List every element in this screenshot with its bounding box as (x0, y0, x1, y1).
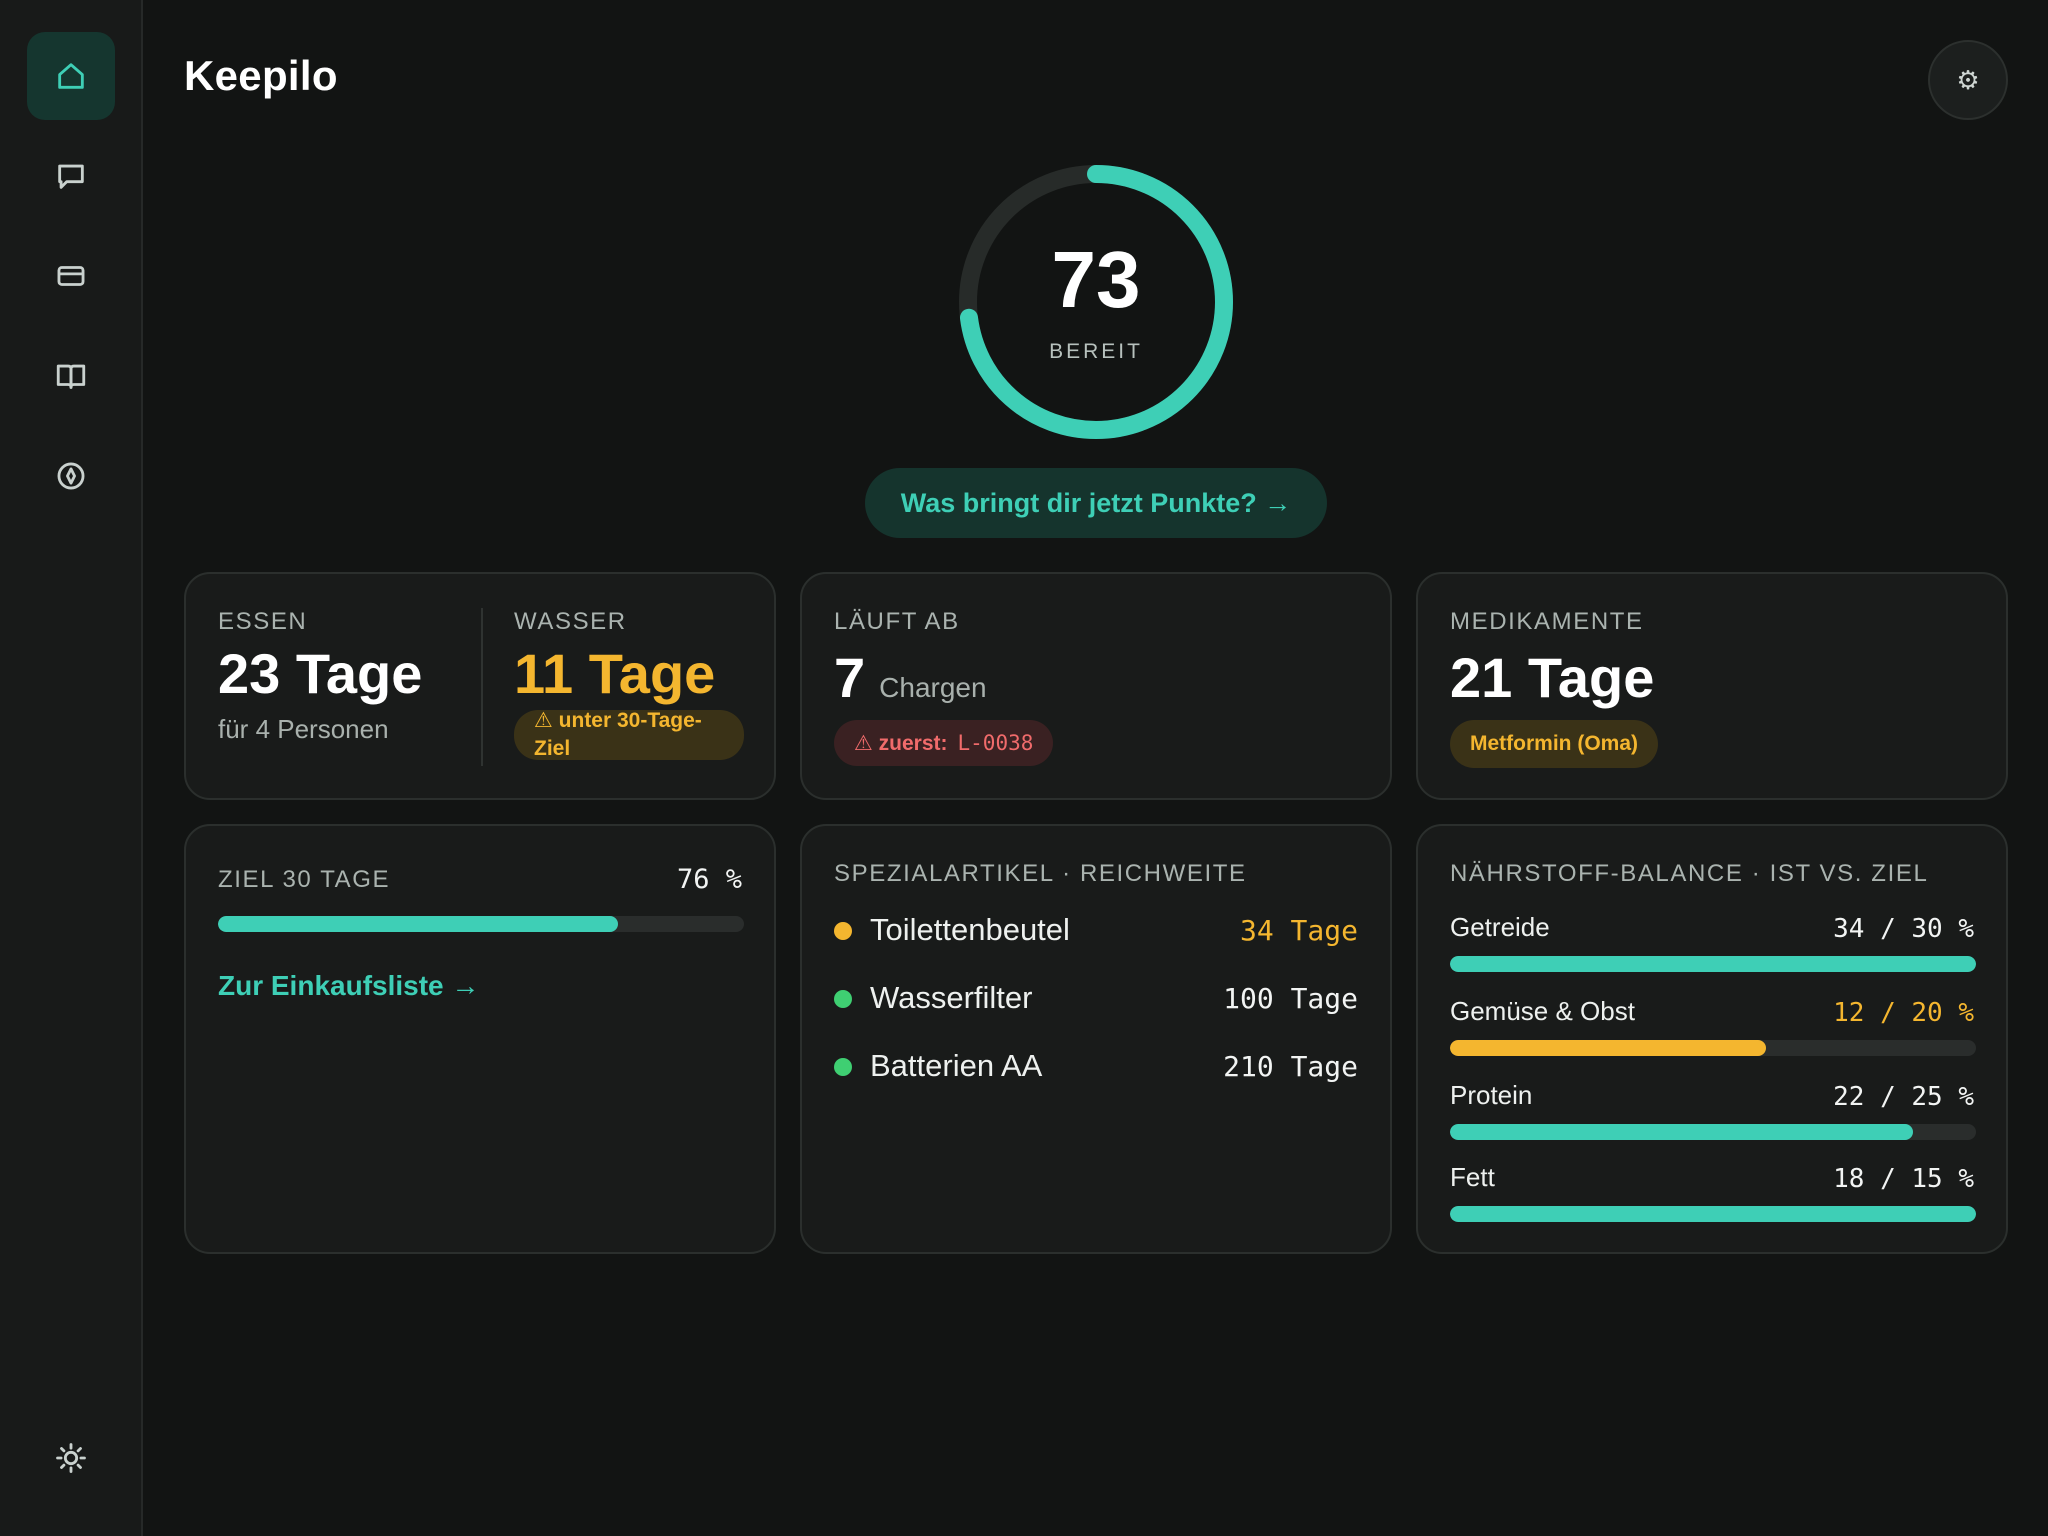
sidebar-item-home[interactable] (27, 32, 115, 120)
medication-label: MEDIKAMENTE (1450, 608, 1644, 635)
goal-card: ZIEL 30 TAGE 76 % Zur Einkaufsliste → (184, 824, 776, 1254)
water-label: WASSER (514, 608, 627, 635)
nutrient-name: Protein (1450, 1080, 1533, 1110)
expiry-label: LÄUFT AB (834, 608, 960, 635)
readiness-label: BEREIT (1049, 340, 1143, 363)
nutrient-bar (1450, 1206, 1976, 1222)
nutrient-balance-card: NÄHRSTOFF-BALANCE · IST VS. ZIEL Getreid… (1416, 824, 2008, 1254)
medication-card[interactable]: MEDIKAMENTE 21 Tage Metformin (Oma) (1416, 572, 2008, 800)
nutrient-value: 34 / 30 % (1833, 914, 1974, 944)
nutrient-name: Gemüse & Obst (1450, 996, 1635, 1026)
nutrient-bar-fill (1450, 1206, 1976, 1222)
status-dot (834, 922, 852, 940)
special-item-value: 34 Tage (1239, 914, 1358, 947)
sidebar-item-inventory[interactable] (27, 232, 115, 320)
goal-progress-bar (218, 916, 744, 932)
expiry-badge-prefix: ⚠ zuerst: (854, 731, 948, 755)
goal-progress-fill (218, 916, 618, 932)
status-dot (834, 990, 852, 1008)
book-icon (56, 364, 86, 389)
medication-days: 21 Tage (1450, 646, 1655, 709)
expiry-count: 7 (834, 646, 866, 709)
nutrient-bar-fill (1450, 956, 1976, 972)
readiness-gauge: 73 BEREIT (954, 160, 1238, 444)
points-cta-button[interactable]: Was bringt dir jetzt Punkte? → (865, 468, 1327, 538)
nutrient-name: Getreide (1450, 912, 1550, 942)
nutrient-value: 18 / 15 % (1833, 1164, 1974, 1194)
special-item-name: Batterien AA (870, 1048, 1043, 1083)
nutrient-bar (1450, 1040, 1976, 1056)
special-item-name: Wasserfilter (870, 980, 1033, 1015)
expiry-card[interactable]: LÄUFT AB 7 Chargen ⚠ zuerst: L-0038 (800, 572, 1392, 800)
app-title: Keepilo (184, 52, 338, 99)
nutrient-value: 12 / 20 % (1833, 998, 1974, 1028)
nutrient-name: Fett (1450, 1162, 1495, 1192)
nutrient-bar-fill (1450, 1040, 1766, 1056)
sidebar (0, 0, 143, 1536)
sidebar-item-explore[interactable] (27, 432, 115, 520)
special-item-value: 210 Tage (1223, 1050, 1358, 1083)
goal-percent: 76 % (676, 864, 742, 895)
expiry-first-badge[interactable]: ⚠ zuerst: L-0038 (834, 720, 1054, 766)
nutrient-value: 22 / 25 % (1833, 1082, 1974, 1112)
food-label: ESSEN (218, 608, 308, 635)
sun-icon (56, 1443, 86, 1473)
compass-icon (57, 462, 85, 490)
special-items-label: SPEZIALARTIKEL · REICHWEITE (834, 860, 1247, 887)
sidebar-item-chat[interactable] (27, 132, 115, 220)
nutrient-bar (1450, 956, 1976, 972)
gear-icon: ⚙ (1956, 64, 1980, 95)
water-days: 11 Tage (514, 642, 716, 705)
water-warning-badge: ⚠ unter 30-Tage-Ziel (514, 709, 744, 760)
expiry-batch-code: L-0038 (957, 731, 1034, 755)
nutrient-bar (1450, 1124, 1976, 1140)
medication-badge: Metformin (Oma) (1450, 720, 1658, 768)
chat-icon (58, 164, 84, 189)
nutrient-balance-label: NÄHRSTOFF-BALANCE · IST VS. ZIEL (1450, 860, 1929, 887)
expiry-unit: Chargen (879, 672, 987, 703)
card-divider (481, 608, 483, 766)
home-icon (58, 63, 84, 89)
food-water-card[interactable]: ESSEN 23 Tage für 4 Personen WASSER 11 T… (184, 572, 776, 800)
food-days: 23 Tage (218, 642, 423, 705)
gauge-progress-arc (959, 165, 1233, 439)
card-icon (57, 266, 85, 286)
settings-button[interactable]: ⚙ (1928, 40, 2008, 120)
food-persons: für 4 Personen (218, 714, 389, 744)
special-item-name: Toilettenbeutel (870, 912, 1070, 947)
status-dot (834, 1058, 852, 1076)
special-item-value: 100 Tage (1223, 982, 1358, 1015)
theme-toggle[interactable] (27, 1414, 115, 1502)
goal-label: ZIEL 30 TAGE (218, 866, 391, 893)
readiness-score: 73 (1051, 235, 1141, 324)
shopping-list-link[interactable]: Zur Einkaufsliste → (218, 970, 480, 1001)
special-items-card: SPEZIALARTIKEL · REICHWEITE Toilettenbeu… (800, 824, 1392, 1254)
sidebar-item-guide[interactable] (27, 332, 115, 420)
nutrient-bar-fill (1450, 1124, 1913, 1140)
